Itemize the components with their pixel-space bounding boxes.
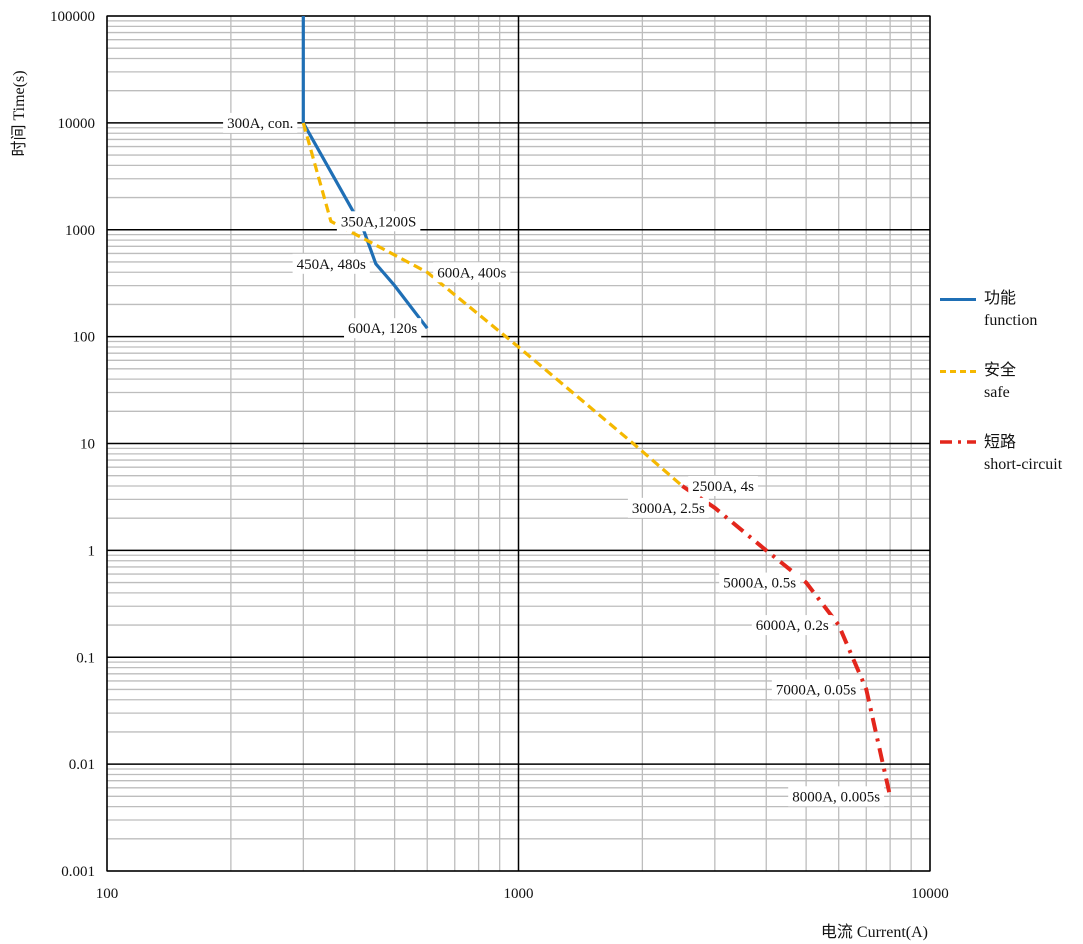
y-tick-label: 0.001: [61, 864, 95, 880]
short-circuit-curve: [681, 484, 893, 797]
y-tick-label: 0.01: [69, 757, 95, 773]
annotation-label: 450A, 480s: [292, 253, 370, 274]
annotation-label: 8000A, 0.005s: [788, 786, 885, 807]
y-tick-label: 100: [73, 330, 96, 346]
y-axis-title: 时间 Time(s): [10, 70, 28, 156]
annotation-box: [433, 262, 511, 283]
y-tick-labels: 0.001 0.01 0.1 1 10 100 1000 10000 100000: [50, 9, 95, 880]
annotation-text: 5000A, 0.5s: [723, 576, 796, 592]
y-tick-label: 1000: [65, 223, 95, 239]
annotation-text: 2500A, 4s: [692, 479, 754, 495]
annotation-label: 600A, 400s: [433, 262, 511, 283]
annotation-box: [292, 253, 370, 274]
x-tick-label: 100: [96, 886, 119, 902]
annotation-label: 3000A, 2.5s: [627, 497, 709, 518]
annotation-box: [688, 476, 758, 497]
annotation-label: 5000A, 0.5s: [719, 572, 801, 593]
y-tick-label: 100000: [50, 9, 95, 25]
legend-label-safe-en: safe: [984, 384, 1010, 401]
plot-frame: [106, 15, 931, 872]
annotation-label: 7000A, 0.05s: [771, 679, 861, 700]
annotation-box: [719, 572, 801, 593]
annotation-text: 450A, 480s: [297, 257, 366, 273]
legend-swatch-short-circuit: [940, 440, 976, 444]
legend-label-function-cn: 功能: [984, 290, 1017, 307]
safe-curve: [301, 122, 684, 488]
x-tick-label: 1000: [504, 886, 534, 902]
y-tick-label: 10000: [58, 116, 96, 132]
legend-label-function-en: function: [984, 312, 1038, 329]
legend-item-safe: 安全 safe: [940, 360, 1083, 432]
x-tick-label: 10000: [911, 886, 949, 902]
annotation-text: 3000A, 2.5s: [632, 501, 705, 517]
legend-label-safe-cn: 安全: [984, 362, 1017, 379]
function-curve: [301, 16, 429, 330]
annotation-box: [336, 211, 421, 232]
annotation-text: 8000A, 0.005s: [792, 789, 880, 805]
annotation-layer: 300A, con. 350A,1200S 450A, 480s 600A, 400s…: [223, 112, 885, 807]
annotation-box: [788, 786, 885, 807]
legend-swatch-function: [940, 298, 976, 301]
series-layer: [301, 16, 893, 797]
annotation-box: [771, 679, 861, 700]
y-tick-label: 0.1: [76, 650, 95, 666]
y-tick-label: 10: [80, 437, 95, 453]
annotation-box: [751, 615, 833, 636]
annotation-text: 6000A, 0.2s: [756, 618, 829, 634]
y-tick-label: 1: [88, 543, 96, 559]
annotation-box: [627, 497, 709, 518]
x-tick-labels: 100 1000 10000: [96, 886, 949, 902]
legend-item-short-circuit: 短路 short-circuit: [940, 432, 1083, 504]
legend-swatch-safe: [940, 370, 976, 373]
annotation-box: [223, 112, 298, 133]
annotation-text: 350A,1200S: [341, 214, 416, 230]
annotation-box: [344, 318, 422, 339]
legend-item-function: 功能 function: [940, 288, 1083, 360]
x-axis-title: 电流 Current(A): [821, 923, 928, 941]
annotation-text: 300A, con.: [227, 116, 293, 132]
annotation-text: 600A, 120s: [348, 321, 417, 337]
annotation-label: 350A,1200S: [336, 211, 421, 232]
annotation-text: 7000A, 0.05s: [776, 682, 857, 698]
annotation-text: 600A, 400s: [437, 265, 506, 281]
annotation-label: 2500A, 4s: [688, 476, 758, 497]
annotation-label: 600A, 120s: [344, 318, 422, 339]
legend-label-short-circuit-cn: 短路: [984, 434, 1017, 451]
legend-label-short-circuit-en: short-circuit: [984, 456, 1063, 473]
legend: 功能 function 安全 safe 短路 short-circuit: [940, 288, 1083, 504]
annotation-label: 6000A, 0.2s: [751, 615, 833, 636]
annotation-label: 300A, con.: [223, 112, 298, 133]
